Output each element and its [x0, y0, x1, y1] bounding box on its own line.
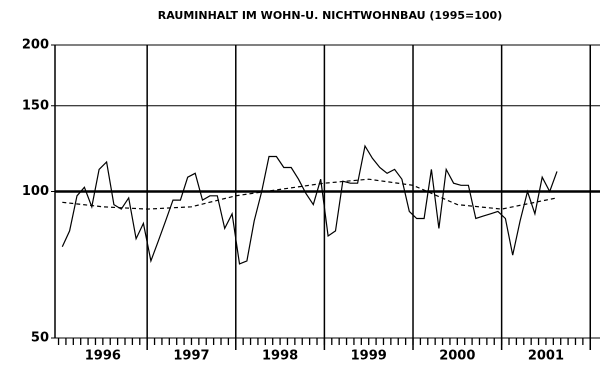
y-tick-label: 200 — [22, 38, 49, 53]
y-tick-label: 100 — [22, 184, 49, 199]
chart-title: RAUMINHALT IM WOHN-U. NICHTWOHNBAU (1995… — [158, 9, 502, 22]
series-line — [62, 178, 558, 210]
series-line — [61, 144, 558, 265]
x-tick-label: 1996 — [85, 349, 121, 364]
y-tick-label: 50 — [31, 331, 49, 346]
x-tick-label: 2000 — [439, 349, 475, 364]
x-tick-label: 1999 — [351, 349, 387, 364]
x-tick-label: 2001 — [528, 349, 564, 364]
y-tick-label: 150 — [22, 98, 49, 113]
x-tick-label: 1997 — [173, 349, 209, 364]
x-tick-label: 1998 — [262, 349, 298, 364]
